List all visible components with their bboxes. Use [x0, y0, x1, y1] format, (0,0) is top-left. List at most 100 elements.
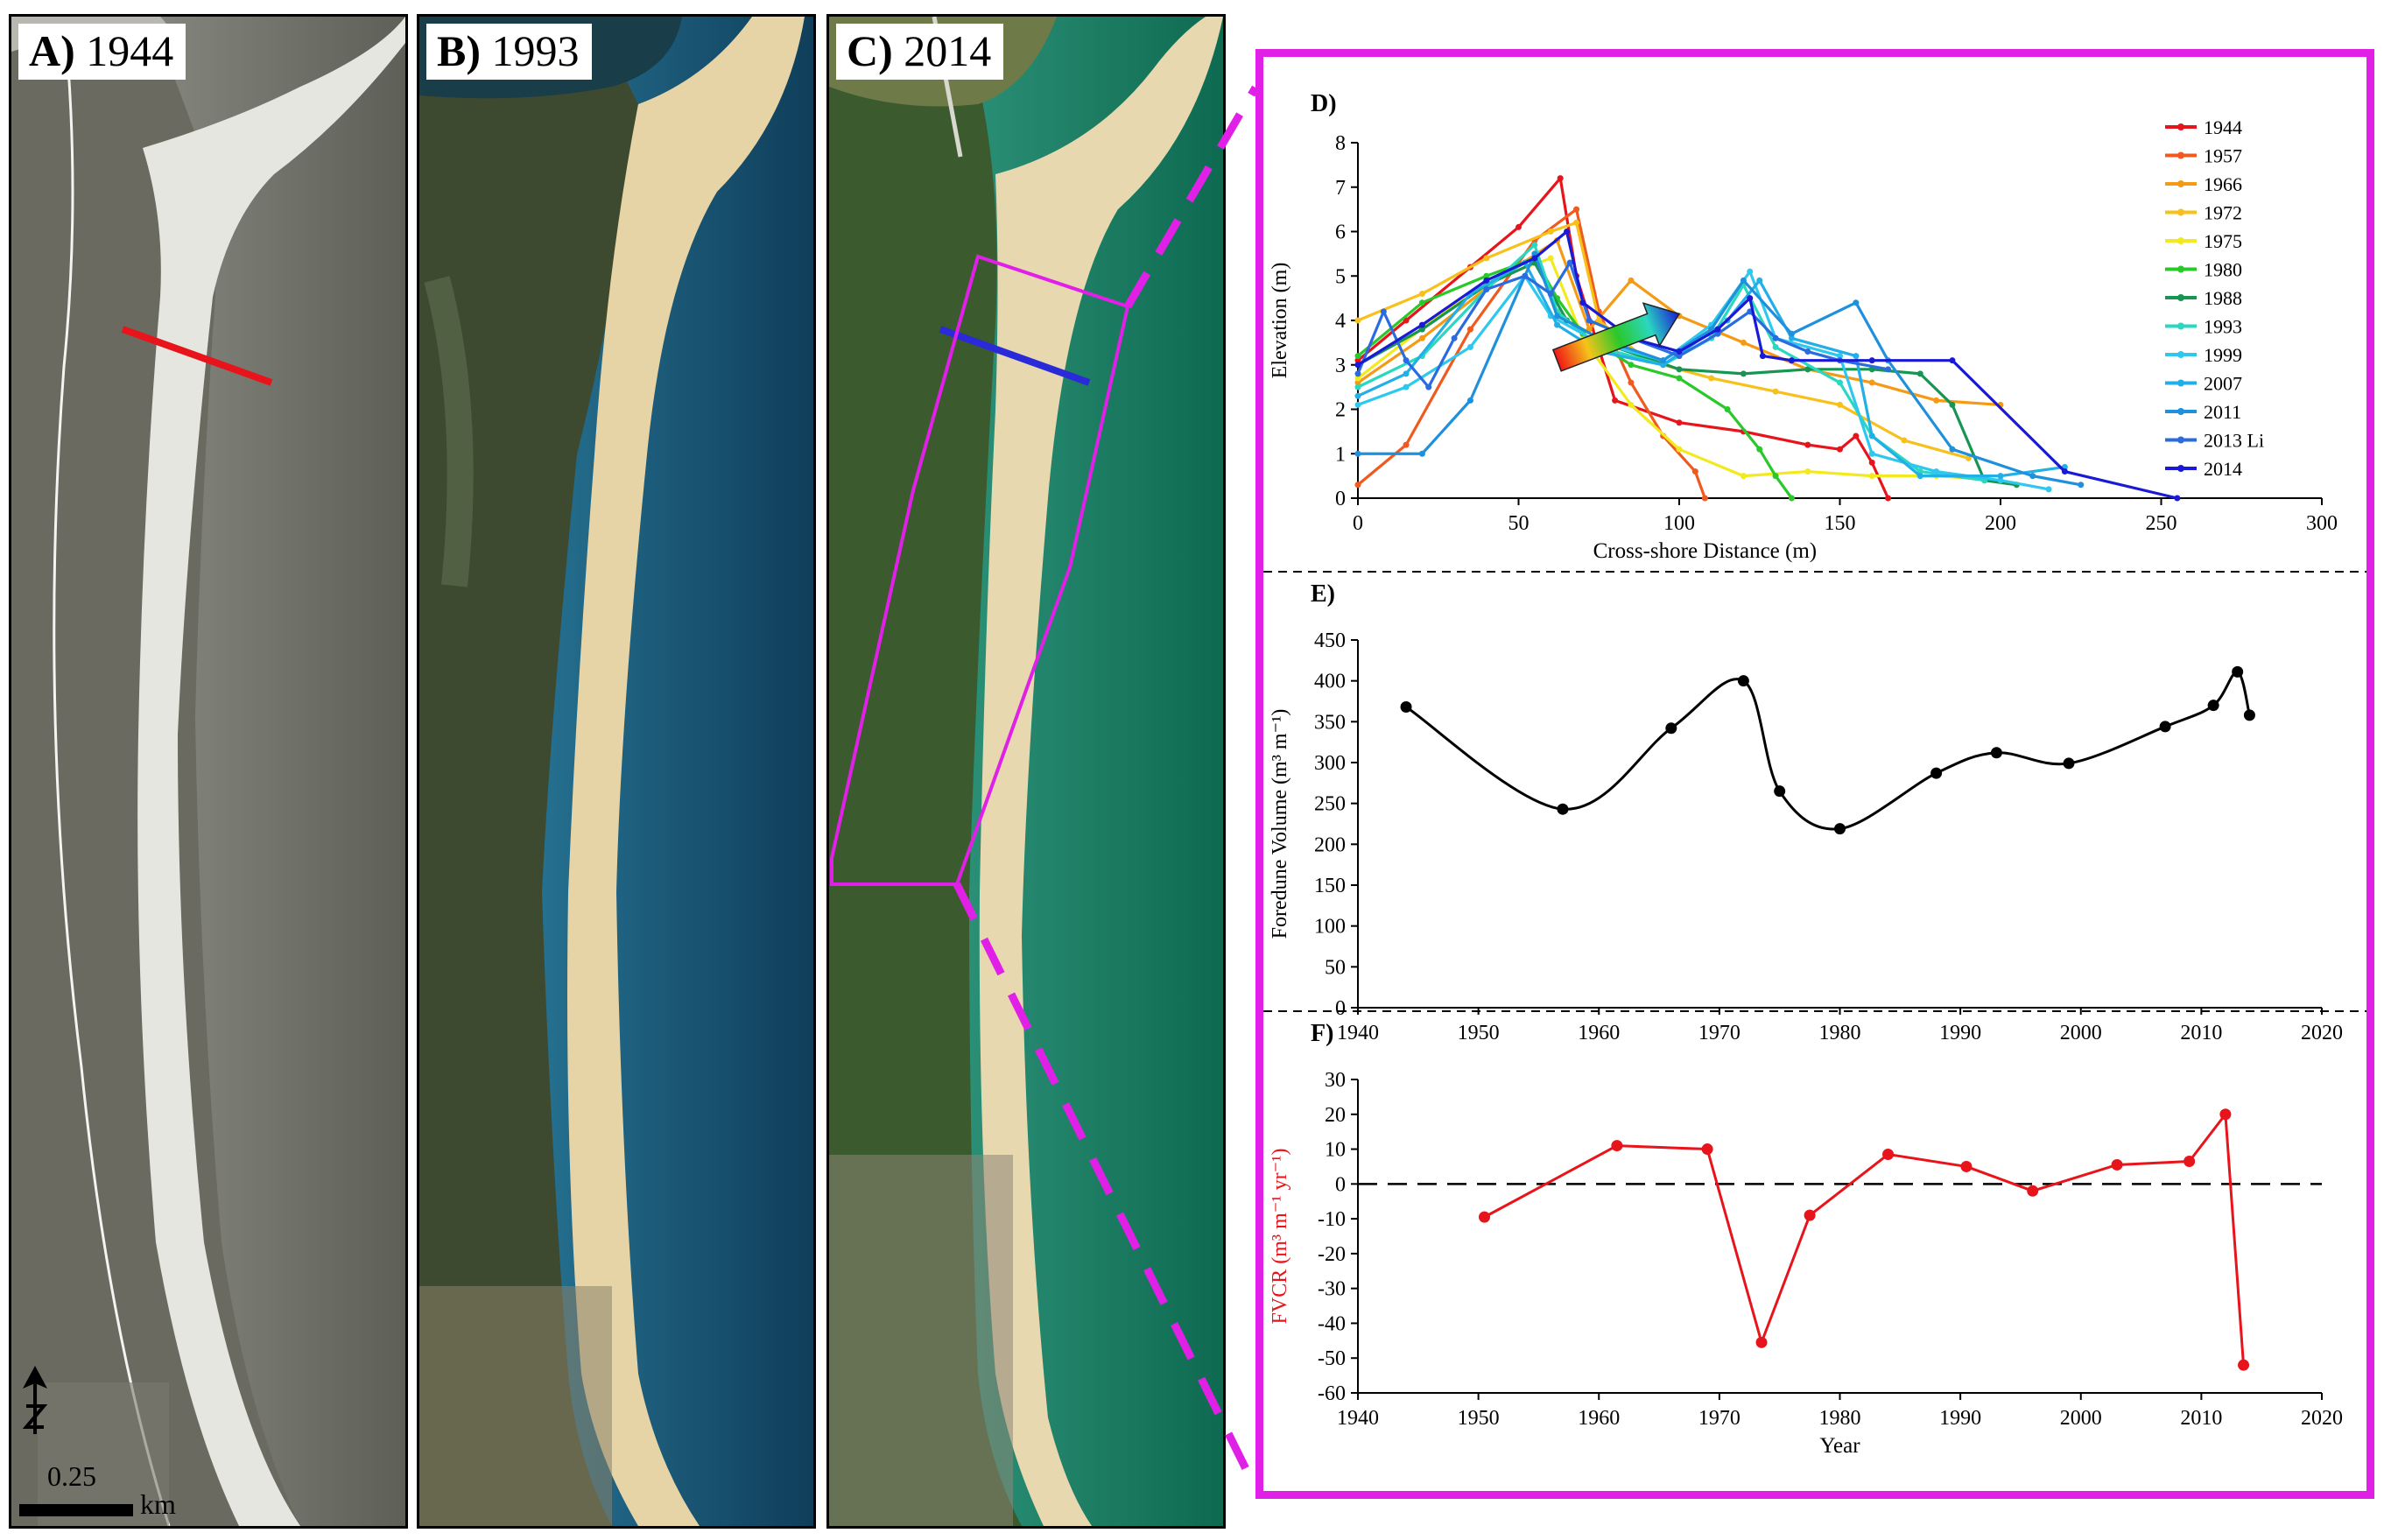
data-point [1990, 747, 2002, 759]
data-point [1868, 432, 1875, 439]
data-point [1354, 482, 1361, 489]
legend-label: 2014 [2204, 458, 2242, 480]
data-point [2111, 1158, 2123, 1171]
data-point [2232, 665, 2244, 678]
data-point [1418, 299, 1425, 306]
data-point [2243, 709, 2255, 721]
data-point [1834, 823, 1846, 835]
legend-marker [2177, 180, 2184, 187]
x-tick-label: 1940 [1337, 1022, 1379, 1044]
y-axis-label: FVCR (m³ m⁻¹ yr⁻¹) [1269, 1149, 1291, 1325]
y-tick-label: 6 [1335, 222, 1346, 244]
panel-letter: D) [1311, 90, 1337, 117]
x-tick-label: 1990 [1939, 1407, 1981, 1430]
data-point [1885, 366, 1892, 373]
data-point [1547, 229, 1554, 235]
panel-b-label: B) 1993 [426, 24, 592, 80]
data-point [1483, 285, 1490, 292]
data-point [1628, 379, 1635, 386]
data-point [1451, 334, 1458, 341]
data-point [1380, 308, 1387, 315]
data-point [1788, 334, 1795, 341]
data-point [1557, 803, 1569, 815]
data-point [1868, 357, 1875, 364]
data-point [1837, 401, 1843, 408]
x-tick-label: 2010 [2180, 1022, 2222, 1044]
data-point [1960, 1160, 1973, 1172]
data-point [1949, 401, 1956, 408]
x-tick-label: 1980 [1819, 1022, 1861, 1044]
data-point [1403, 441, 1410, 448]
data-point [1676, 419, 1683, 426]
x-tick-label: 1960 [1578, 1022, 1620, 1044]
data-point [1788, 330, 1795, 337]
legend-label: 1988 [2204, 287, 2242, 309]
data-point [1628, 401, 1635, 408]
data-point [1403, 370, 1410, 377]
data-point [1740, 339, 1747, 346]
x-tick-label: 200 [1985, 512, 2016, 535]
data-point [1772, 473, 1779, 480]
x-tick-label: 250 [2146, 512, 2177, 535]
data-point [1756, 446, 1763, 453]
data-point [1547, 255, 1554, 262]
data-point [1676, 446, 1683, 453]
x-axis-label: Cross-shore Distance (m) [1593, 539, 1817, 563]
data-point [2159, 721, 2171, 733]
data-point [1997, 477, 2004, 484]
y-tick-label: 1 [1335, 443, 1346, 466]
data-point [1354, 362, 1361, 369]
data-point [1573, 206, 1580, 213]
x-tick-label: 2010 [2180, 1407, 2222, 1430]
x-tick-label: 2020 [2301, 1022, 2343, 1044]
legend-label: 1972 [2204, 202, 2242, 224]
data-point [1772, 334, 1779, 341]
x-tick-label: 100 [1663, 512, 1695, 535]
charts-canvas: D)0 50 100 150 200 250 300012345678Cross-shore… [1263, 90, 2366, 1458]
data-point [1804, 468, 1811, 475]
y-tick-label: -30 [1318, 1278, 1346, 1301]
chart-panel-d: D) 0 50 100 150 200 250 300 0 1 2 3 4 5 6 7 8 Cross-shore… [1269, 90, 2338, 563]
data-point [1418, 321, 1425, 328]
data-point [1788, 495, 1795, 502]
y-tick-label: 30 [1325, 1069, 1346, 1092]
data-point [1354, 383, 1361, 390]
data-point [1466, 397, 1473, 404]
x-tick-label: 1990 [1939, 1022, 1981, 1044]
data-point [1466, 326, 1473, 333]
data-point [1566, 259, 1573, 266]
legend-marker [2177, 265, 2184, 273]
legend-label: 1957 [2204, 145, 2242, 167]
y-tick-label: 350 [1314, 711, 1346, 734]
aerial-photo-1944: A) 1944 [9, 14, 408, 1529]
data-point [1933, 468, 1940, 475]
data-point [2027, 1185, 2039, 1197]
data-point [1531, 255, 1538, 262]
data-point [2184, 1155, 2196, 1167]
data-point [1747, 268, 1754, 275]
data-point [2045, 486, 2052, 493]
y-tick-label: 0 [1335, 488, 1346, 510]
data-point [1804, 366, 1811, 373]
data-point [1714, 326, 1721, 333]
x-tick-label: 2000 [2060, 1407, 2102, 1430]
data-point [1354, 392, 1361, 399]
y-axis-label: Foredune Volume (m³ m⁻¹) [1269, 709, 1291, 939]
data-point [1676, 366, 1683, 373]
data-point [1586, 317, 1593, 324]
data-point [1611, 1140, 1623, 1152]
data-point [2061, 468, 2068, 475]
data-point [2219, 1108, 2232, 1121]
y-tick-label: 20 [1325, 1104, 1346, 1127]
data-point [1868, 450, 1875, 457]
data-point [1772, 343, 1779, 350]
legend-label: 1975 [2204, 230, 2242, 252]
legend-label: 1944 [2204, 116, 2242, 138]
data-point [1354, 379, 1361, 386]
data-point [1691, 468, 1698, 475]
data-point [1708, 375, 1715, 382]
data-point [1400, 701, 1412, 714]
y-tick-label: 2 [1335, 399, 1346, 422]
data-point [1837, 353, 1843, 360]
data-point [1354, 317, 1361, 324]
